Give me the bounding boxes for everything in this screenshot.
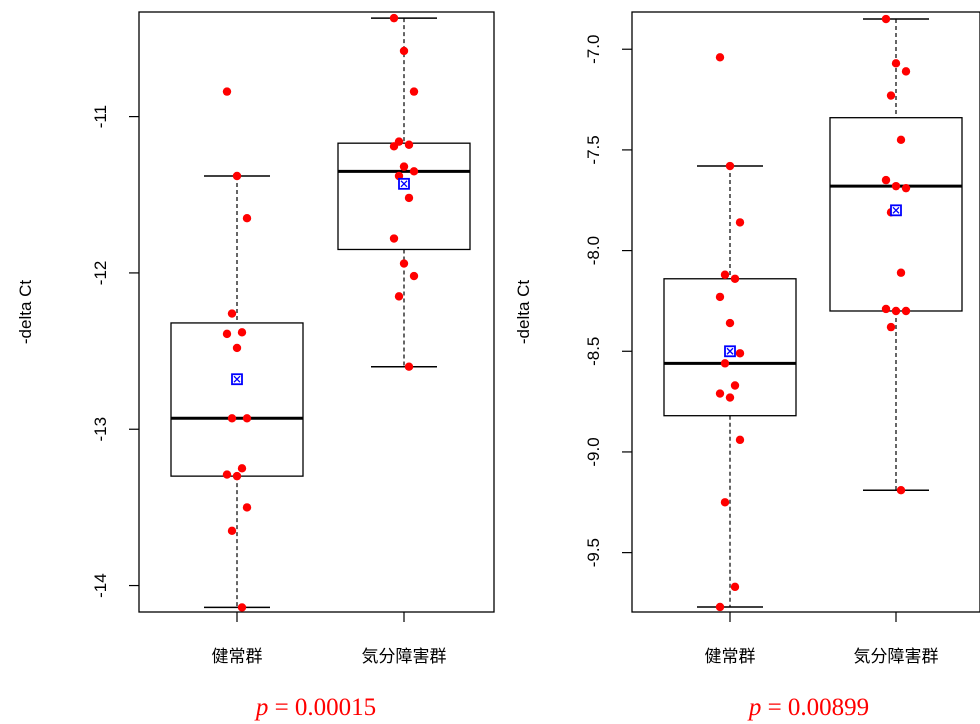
x-category-label: 気分障害群	[362, 647, 447, 666]
x-category-label: 健常群	[705, 647, 756, 666]
data-point	[222, 470, 232, 479]
mean-marker-cross	[233, 375, 241, 383]
data-point	[232, 471, 242, 481]
y-tick-label: -12	[91, 261, 110, 286]
data-point	[881, 175, 891, 185]
data-point	[901, 183, 911, 193]
y-tick-label: -7.5	[584, 135, 603, 164]
data-point	[735, 218, 745, 227]
box-group-1: 健常群	[663, 53, 797, 666]
boxplot-panel-2: -9.5 -9.0 -8.5 -8.0 -7.5 -7.0 -delta Ct 健常群 気分障害…	[514, 11, 980, 721]
data-point	[881, 14, 891, 24]
data-point	[237, 603, 247, 612]
y-axis-label: -delta Ct	[16, 280, 35, 345]
data-point	[720, 270, 730, 279]
data-point	[227, 414, 237, 423]
data-point	[242, 214, 252, 223]
data-point	[730, 381, 740, 390]
data-point	[891, 306, 901, 316]
y-tick-label: -13	[91, 417, 110, 442]
data-point	[404, 193, 414, 203]
data-point	[891, 181, 901, 191]
data-point	[227, 309, 237, 318]
data-point	[404, 362, 414, 371]
mean-marker-cross	[726, 347, 734, 355]
y-tick-label: -8.0	[584, 236, 603, 265]
data-point	[409, 271, 419, 281]
data-point	[242, 414, 252, 423]
mean-marker-cross	[400, 180, 408, 188]
p-value-label: p = 0.00015	[254, 694, 376, 721]
boxplot-panel-1: -14 -13 -12 -11 -delta Ct 健常群 気分障害群 p = 0.00015	[16, 11, 495, 721]
data-point	[715, 389, 725, 398]
data-point	[896, 135, 906, 145]
data-point	[404, 140, 414, 149]
p-value-number: = 0.00015	[268, 694, 376, 721]
data-point	[881, 304, 891, 314]
data-point	[735, 435, 745, 445]
y-axis-label: -delta Ct	[514, 280, 533, 345]
data-point	[735, 349, 745, 358]
data-point	[232, 343, 242, 353]
data-point	[896, 486, 906, 495]
data-point	[222, 329, 232, 339]
data-point	[730, 582, 740, 592]
data-point	[725, 161, 735, 171]
data-point	[409, 167, 419, 176]
p-value-number: = 0.00899	[761, 694, 869, 721]
data-point	[399, 162, 409, 171]
data-point	[222, 87, 232, 96]
mean-marker	[890, 204, 902, 217]
plot-frame	[138, 11, 495, 613]
data-point	[389, 142, 399, 151]
x-category-label: 気分障害群	[854, 647, 939, 666]
box-group-1: 健常群	[170, 87, 304, 666]
data-point	[715, 53, 725, 62]
data-point	[394, 292, 404, 301]
data-point	[399, 259, 409, 268]
mean-marker	[231, 373, 243, 386]
data-point	[886, 322, 896, 332]
data-point	[232, 171, 242, 181]
mean-marker	[724, 345, 736, 358]
y-tick-label: -14	[91, 573, 110, 598]
y-tick-label: -7.0	[584, 35, 603, 64]
p-value-symbol: p	[254, 694, 269, 721]
y-tick-label: -8.5	[584, 337, 603, 366]
data-point	[725, 393, 735, 402]
data-point	[399, 46, 409, 56]
mean-marker-cross	[892, 206, 900, 214]
data-point	[389, 234, 399, 243]
data-point	[730, 274, 740, 283]
data-point	[725, 318, 735, 328]
y-tick-label: -9.5	[584, 538, 603, 567]
data-point	[242, 503, 252, 512]
data-point	[409, 87, 419, 96]
plot-frame	[631, 11, 980, 613]
data-point	[720, 359, 730, 368]
data-point	[901, 306, 911, 316]
x-category-label: 健常群	[212, 647, 263, 666]
data-point	[389, 13, 399, 23]
y-tick-label: -11	[91, 105, 110, 128]
y-tick-label: -9.0	[584, 437, 603, 466]
p-value-label: p = 0.00899	[747, 694, 869, 721]
box	[337, 142, 471, 251]
data-point	[715, 602, 725, 612]
data-point	[237, 328, 247, 337]
box-group-2: 気分障害群	[829, 14, 963, 666]
box	[663, 278, 797, 417]
data-point	[891, 59, 901, 68]
data-point	[896, 268, 906, 277]
data-point	[886, 91, 896, 100]
data-point	[720, 498, 730, 507]
data-point	[237, 464, 247, 473]
data-point	[227, 526, 237, 536]
p-value-symbol: p	[747, 694, 762, 721]
mean-marker	[398, 177, 410, 190]
box-group-2: 気分障害群	[337, 13, 471, 666]
data-point	[715, 292, 725, 302]
data-point	[901, 67, 911, 76]
